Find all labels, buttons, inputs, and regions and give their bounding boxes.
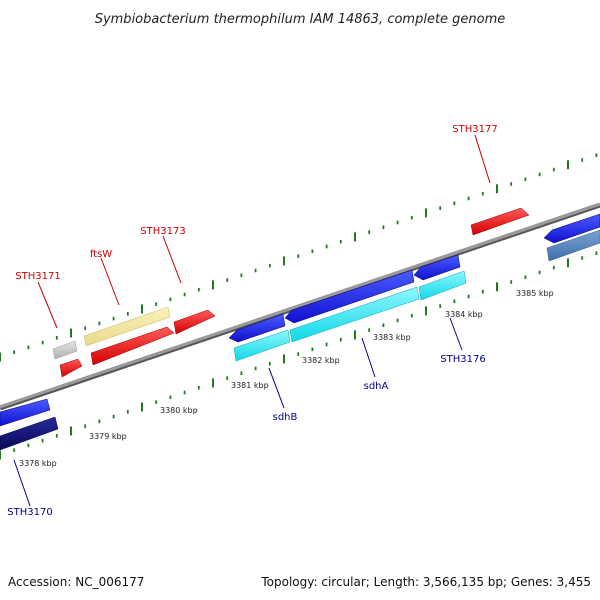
gene-arrow-sth3176[interactable] [413,254,461,281]
leader-sth3173 [162,235,182,284]
tick-label-3380: 3380 kbp [160,406,198,415]
cds-arrow-sth3176[interactable] [418,270,467,301]
leader-sdha [361,337,376,378]
tick-label-3381: 3381 kbp [231,381,269,390]
map-title: Symbiobacterium thermophilum IAM 14863, … [95,12,506,27]
label-sdhb[interactable]: sdhB [273,412,298,423]
label-sdha[interactable]: sdhA [364,381,389,392]
gene-labels: STH3171 ftsW STH3173 STH3177 sdhB sdhA S… [7,124,497,518]
gene-arrow-ftsw-yellow[interactable] [83,306,171,347]
gene-arrow-sth3171-gray[interactable] [52,340,78,360]
leader-sth3177 [474,134,491,184]
label-sth3177[interactable]: STH3177 [452,124,497,135]
tick-label-3385: 3385 kbp [516,289,554,298]
kbp-tick-labels: 3378 kbp 3379 kbp 3380 kbp 3381 kbp 3382… [19,289,554,468]
outer-tick-ruler [0,153,598,362]
leader-sth3170 [13,459,31,507]
label-sth3176[interactable]: STH3176 [440,354,485,365]
leader-sth3176 [449,317,463,351]
cds-arrow-steel-right[interactable] [546,229,600,262]
genome-summary-text: Topology: circular; Length: 3,566,135 bp… [260,575,591,589]
gene-arrow-sth3170[interactable] [0,398,51,427]
gene-arrow-ftsw[interactable] [90,326,175,366]
gene-arrow-sth3177[interactable] [470,207,530,236]
cds-arrow-sdhb[interactable] [233,329,291,362]
label-sth3170[interactable]: STH3170 [7,507,52,518]
gene-arrow-sdha[interactable] [284,269,415,324]
label-ftsw[interactable]: ftsW [90,249,112,260]
inner-tick-ruler [0,251,598,460]
tick-label-3378: 3378 kbp [19,459,57,468]
gene-arrow-blue-right[interactable] [543,213,600,244]
cds-arrow-sth3170[interactable] [0,416,59,451]
label-sth3173[interactable]: STH3173 [140,226,185,237]
gene-arrow-sth3171[interactable] [59,358,83,378]
feature-track [0,207,600,451]
gene-arrow-sth3173[interactable] [173,309,216,335]
gene-arrow-sdhb[interactable] [228,313,286,343]
leader-sdhb [268,367,285,409]
tick-label-3384: 3384 kbp [445,310,483,319]
cds-arrow-sdha[interactable] [289,286,420,343]
tick-label-3382: 3382 kbp [302,356,340,365]
tick-label-3383: 3383 kbp [373,333,411,342]
leader-ftsw [100,257,120,306]
accession-text: Accession: NC_006177 [8,575,144,589]
leader-sth3171 [37,281,58,329]
tick-label-3379: 3379 kbp [89,432,127,441]
label-sth3171[interactable]: STH3171 [15,271,60,282]
genome-backbone [0,202,600,409]
